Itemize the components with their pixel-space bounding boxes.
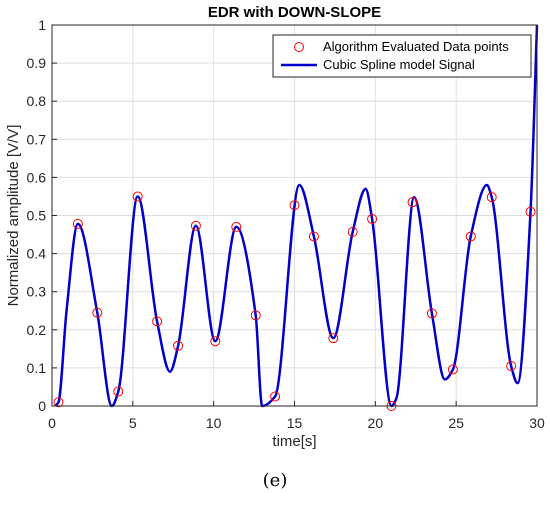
y-axis-label: Normalized amplitude [V/V]: [5, 125, 22, 307]
data-point: [210, 336, 221, 347]
y-tick-label: 0: [38, 398, 46, 414]
x-tick-labels: 0 5 10 15 20 25 30: [48, 415, 545, 431]
x-tick-label: 25: [448, 415, 464, 431]
data-point: [270, 391, 281, 402]
x-tick-label: 15: [287, 415, 303, 431]
figure-caption: (e): [262, 470, 288, 491]
data-point: [465, 231, 476, 242]
data-point: [447, 364, 458, 375]
data-point: [132, 191, 143, 202]
spline-line: [54, 24, 539, 408]
legend: Algorithm Evaluated Data points Cubic Sp…: [272, 34, 532, 78]
data-point: [53, 397, 64, 408]
chart-title: EDR with DOWN-SLOPE: [208, 4, 381, 21]
y-tick-label: 0.8: [27, 93, 47, 109]
data-point: [486, 192, 497, 203]
data-point: [426, 308, 437, 319]
data-point: [525, 206, 536, 217]
data-point: [289, 200, 300, 211]
legend-box: [272, 34, 532, 78]
legend-label-data-points: Algorithm Evaluated Data points: [323, 39, 509, 54]
x-tick-label: 10: [206, 415, 222, 431]
y-tick-label: 0.2: [27, 322, 47, 338]
x-tick-label: 30: [529, 415, 545, 431]
data-point: [190, 220, 201, 231]
y-tick-label: 0.6: [27, 169, 47, 185]
y-tick-label: 0.9: [27, 55, 47, 71]
data-point: [113, 386, 124, 397]
x-axis-label: time[s]: [272, 433, 316, 450]
legend-label-spline: Cubic Spline model Signal: [323, 57, 475, 72]
y-tick-label: 0.3: [27, 284, 47, 300]
data-point: [152, 316, 163, 327]
data-point: [231, 221, 242, 232]
x-tick-label: 5: [129, 415, 137, 431]
data-point: [92, 307, 103, 318]
y-tick-label: 0.4: [27, 246, 47, 262]
y-tick-label: 0.1: [27, 360, 47, 376]
legend-marker-data-points: [294, 42, 304, 52]
spline-curve-layer: [54, 24, 539, 408]
y-tick-labels: 0 0.1 0.2 0.3 0.4 0.5 0.6 0.7 0.8 0.9 1: [27, 17, 47, 414]
x-tick-label: 0: [48, 415, 56, 431]
data-point: [328, 333, 339, 344]
y-tick-label: 0.5: [27, 208, 47, 224]
line-chart: 0 5 10 15 20 25 30 0 0.1 0.2 0.3 0.4 0.5 0.6 0.7 0.8 0.…: [5, 4, 545, 450]
plot-frame: [51, 24, 538, 407]
data-point: [407, 197, 418, 208]
y-tick-label: 0.7: [27, 131, 47, 147]
data-point: [72, 218, 83, 229]
x-tick-label: 20: [368, 415, 384, 431]
data-point: [250, 310, 261, 321]
data-point: [506, 360, 517, 371]
data-point: [347, 226, 358, 237]
data-point: [173, 340, 184, 351]
data-point: [367, 213, 378, 224]
y-tick-label: 1: [38, 17, 46, 33]
data-point: [308, 231, 319, 242]
